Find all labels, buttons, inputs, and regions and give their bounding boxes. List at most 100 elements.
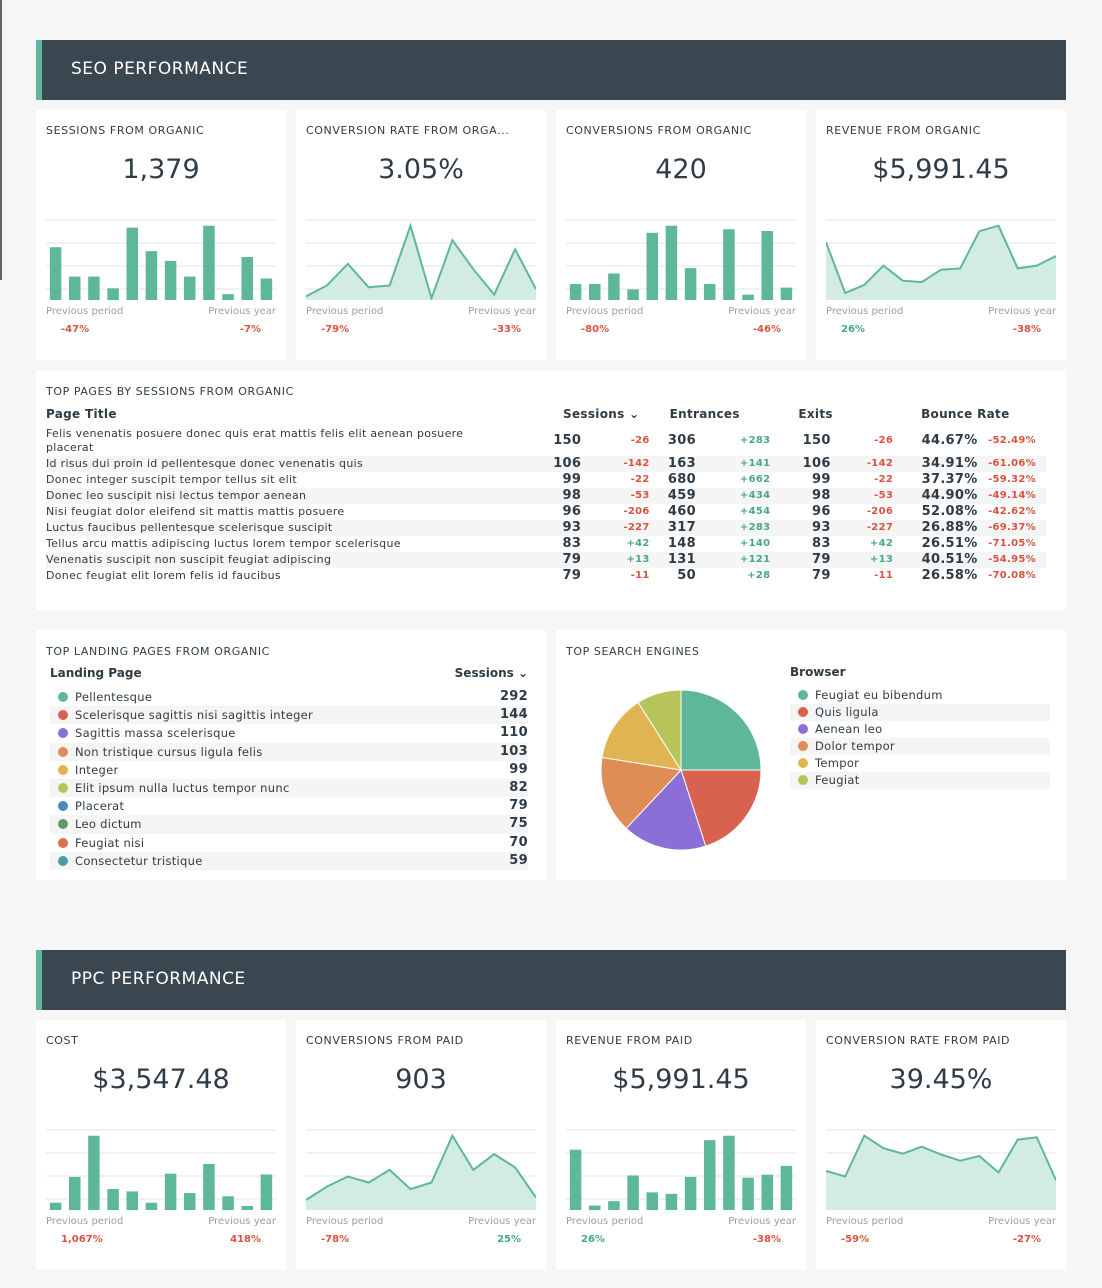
pie-slice[interactable]: [680, 689, 762, 771]
bar: [184, 1193, 196, 1210]
bar: [665, 1193, 678, 1210]
list-item[interactable]: Integer 99: [50, 761, 528, 779]
kpi-value: 903: [395, 1064, 447, 1095]
table-row[interactable]: Donec feugiat elit lorem felis id faucib…: [46, 568, 1046, 584]
legend-item[interactable]: Tempor: [790, 755, 1050, 772]
list-item[interactable]: Non tristique cursus ligula felis 103: [50, 742, 528, 761]
sessions-d-cell: -22: [630, 474, 650, 485]
table-row[interactable]: Donec integer suscipit tempor tellus sit…: [46, 472, 1046, 488]
list-item[interactable]: Elit ipsum nulla luctus tempor nunc 82: [50, 778, 528, 798]
previous-year-label: Previous year: [208, 1216, 276, 1227]
pie-slice[interactable]: [637, 689, 682, 772]
pie-slice[interactable]: [601, 701, 683, 771]
exits-cell: 99: [812, 472, 831, 487]
legend-item[interactable]: Quis ligula: [790, 704, 1050, 721]
bounce-cell: 26.88%: [903, 520, 986, 536]
kpi-value: $3,547.48: [92, 1064, 230, 1095]
kpi-sparkline-chart: [566, 1129, 796, 1210]
col-page-title[interactable]: Page Title: [46, 406, 117, 421]
list-item[interactable]: Placerat 79: [50, 797, 528, 815]
landing-pages-card: TOP LANDING PAGES FROM ORGANIC Landing P…: [36, 630, 546, 880]
bar: [569, 1149, 582, 1210]
bounce-cell: 34.91%: [903, 456, 986, 472]
kpi-value: $5,991.45: [872, 154, 1010, 185]
legend-label: Tempor: [815, 756, 860, 770]
list-item[interactable]: Feugiat nisi 70: [50, 834, 528, 852]
kpi-card: REVENUE FROM ORGANIC $5,991.45 Previous pe…: [816, 110, 1066, 360]
pie-slice[interactable]: [625, 769, 707, 851]
col-entrances[interactable]: Entrances: [669, 406, 740, 421]
entrances-d-cell: +121: [703, 552, 781, 568]
search-engines-card: TOP SEARCH ENGINES Browser Feugiat eu bi…: [556, 630, 1066, 880]
kpi-card: REVENUE FROM PAID $5,991.45 Previous perio…: [556, 1020, 806, 1270]
kpi-card: CONVERSION RATE FROM PAID 39.45% Previous …: [816, 1020, 1066, 1270]
col-exits[interactable]: Exits: [798, 406, 833, 421]
bar: [627, 1175, 639, 1210]
bar: [145, 251, 158, 300]
bar: [742, 1177, 754, 1210]
col-landing-page[interactable]: Landing Page: [50, 666, 142, 680]
legend-label: Feugiat: [815, 773, 860, 787]
table-row[interactable]: Felis venenatis posuere donec quis erat …: [46, 426, 1046, 456]
list-item[interactable]: Sagittis massa scelerisque 110: [50, 724, 528, 742]
bar: [88, 276, 100, 300]
entrances-cell: 148: [667, 536, 696, 551]
bar: [627, 289, 639, 300]
landing-page-label: Leo dictum: [75, 817, 142, 832]
bar: [646, 232, 658, 300]
pie-slice[interactable]: [600, 756, 683, 830]
list-item[interactable]: Consectetur tristique 59: [50, 851, 528, 870]
bar: [203, 1163, 215, 1210]
list-item[interactable]: Pellentesque 292: [50, 688, 528, 706]
kpi-card: CONVERSIONS FROM ORGANIC 420 Previous peri…: [556, 110, 806, 360]
list-item[interactable]: Scelerisque sagittis nisi sagittis integ…: [50, 706, 528, 725]
bar: [260, 278, 273, 300]
bounce-d-cell: -70.08%: [988, 570, 1036, 581]
kpi-title: COST: [46, 1034, 79, 1047]
bounce-d-cell: -69.37%: [985, 520, 1046, 536]
table-header-row: Page Title Sessions ⌄ Entrances Exits Bo…: [46, 406, 1046, 426]
bar: [145, 1202, 158, 1210]
bounce-d-cell: -59.32%: [988, 474, 1036, 485]
exits-cell: 96: [812, 504, 831, 519]
bounce-cell: 26.58%: [921, 568, 978, 583]
landing-page-label: Elit ipsum nulla luctus tempor nunc: [75, 780, 290, 795]
kpi-title: SESSIONS FROM ORGANIC: [46, 124, 205, 137]
bar: [107, 1189, 119, 1210]
kpi-sparkline-chart: [306, 219, 536, 300]
legend-item[interactable]: Aenean leo: [790, 721, 1050, 738]
exits-cell: 98: [780, 488, 839, 504]
bar: [761, 1174, 773, 1210]
page-title-cell: Donec leo suscipit nisi lectus tempor ae…: [46, 488, 550, 504]
previous-period-label: Previous period: [306, 306, 384, 317]
table-row[interactable]: Tellus arcu mattis adipiscing luctus lor…: [46, 536, 1046, 552]
col-sessions[interactable]: Sessions ⌄: [563, 406, 640, 421]
previous-period-label: Previous period: [826, 1216, 904, 1227]
table-row[interactable]: Luctus faucibus pellentesque scelerisque…: [46, 520, 1046, 536]
entrances-cell: 163: [659, 456, 704, 472]
pie-slice[interactable]: [680, 769, 762, 847]
legend-item[interactable]: Feugiat eu bibendum: [790, 687, 1050, 704]
landing-page-label: Integer: [75, 762, 119, 777]
previous-period-label: Previous period: [46, 1216, 124, 1227]
table-row[interactable]: Nisi feugiat dolor eleifend sit mattis m…: [46, 504, 1046, 520]
previous-year-label: Previous year: [728, 306, 796, 317]
bar: [608, 273, 620, 300]
legend-label: Feugiat eu bibendum: [815, 688, 943, 702]
list-item[interactable]: Leo dictum 75: [50, 815, 528, 834]
entrances-cell: 460: [667, 504, 696, 519]
landing-pages-title: TOP LANDING PAGES FROM ORGANIC: [46, 645, 270, 658]
exits-d-cell: -11: [874, 570, 894, 581]
previous-year-label: Previous year: [468, 1216, 536, 1227]
table-row[interactable]: Venenatis suscipit non suscipit feugiat …: [46, 552, 1046, 568]
table-row[interactable]: Id risus dui proin id pellentesque donec…: [46, 456, 1046, 472]
color-dot-icon: [798, 741, 808, 751]
legend-item[interactable]: Feugiat: [790, 772, 1050, 789]
kpi-title: CONVERSIONS FROM ORGANIC: [566, 124, 752, 137]
legend-item[interactable]: Dolor tempor: [790, 738, 1050, 755]
col-bounce-rate[interactable]: Bounce Rate: [921, 406, 1010, 421]
entrances-cell: 131: [659, 552, 704, 568]
table-row[interactable]: Donec leo suscipit nisi lectus tempor ae…: [46, 488, 1046, 504]
previous-year-label: Previous year: [728, 1216, 796, 1227]
col-landing-sessions[interactable]: Sessions ⌄: [454, 666, 528, 680]
